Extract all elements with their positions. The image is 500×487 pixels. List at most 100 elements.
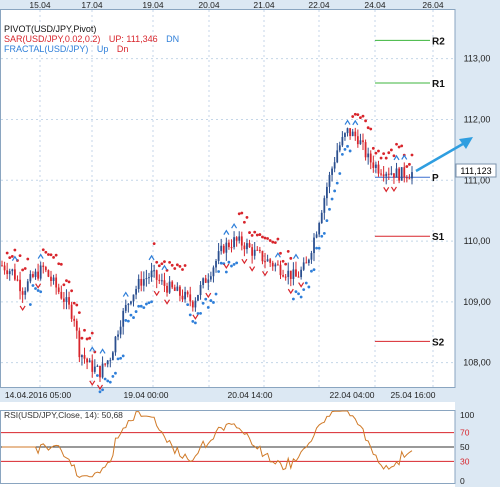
sar-dot-bear — [361, 114, 365, 118]
candle-body — [264, 261, 266, 263]
top-date-label: 17.04 — [81, 0, 103, 10]
candle-body — [111, 352, 114, 361]
candle-body — [186, 291, 189, 295]
candle-body — [75, 320, 78, 331]
sar-dot-bull — [209, 299, 213, 302]
candle-body — [215, 260, 217, 268]
candle-body — [158, 279, 161, 281]
candle-body — [279, 264, 282, 276]
candle-body — [230, 247, 233, 249]
candle-body — [318, 223, 321, 235]
sar-dot-bear — [10, 254, 14, 258]
candle-body — [8, 271, 11, 275]
candle-body — [140, 278, 143, 286]
sar-dot-bear — [389, 148, 393, 152]
sar-dot-bull — [219, 261, 223, 265]
candle-body — [362, 140, 364, 143]
pivot-label-r1: R1 — [432, 79, 445, 90]
candle-body — [148, 277, 150, 279]
sar-dot-bull — [98, 390, 102, 394]
candle-body — [62, 298, 65, 302]
candle-body — [307, 259, 310, 263]
sar-dot-bear — [273, 241, 277, 245]
fractal-markers — [11, 119, 408, 391]
candle-body — [11, 269, 14, 272]
sar-dot-bear — [276, 237, 280, 241]
candle-body — [57, 287, 60, 292]
candle-body — [101, 363, 104, 378]
candle-body — [284, 276, 287, 278]
sar-dot-bear — [371, 146, 375, 150]
candle-body — [119, 326, 122, 335]
fractal-up-marker — [292, 253, 299, 259]
sar-dot-bull — [28, 303, 32, 306]
candle-body — [142, 279, 145, 286]
candle-body — [145, 278, 148, 280]
sar-dot-bull — [328, 207, 331, 211]
fractal-up-marker — [122, 291, 129, 297]
candle-body — [197, 295, 199, 301]
sar-dot-bull — [304, 281, 308, 285]
candle-body — [32, 274, 34, 277]
bottom-date-label: 22.04 04:00 — [330, 390, 375, 400]
sar-dot-bear — [395, 142, 398, 146]
candle-body — [6, 270, 9, 275]
candle-body — [258, 249, 261, 252]
candle-body — [380, 173, 382, 175]
sar-dot-bull — [101, 388, 104, 392]
candle-body — [3, 265, 6, 271]
candle-body — [313, 237, 315, 254]
candle-body — [34, 271, 37, 277]
candle-body — [282, 275, 284, 277]
sar-dot-bull — [106, 379, 110, 383]
sar-dot-bull — [129, 313, 133, 317]
pivot-label-r2: R2 — [432, 36, 445, 47]
sar-dot-bull — [116, 357, 120, 361]
sar-dot-bull — [201, 301, 205, 305]
candle-body — [207, 279, 210, 283]
sar-dot-bull — [126, 319, 130, 323]
sar-dot-bear — [72, 301, 76, 305]
candle-body — [408, 178, 411, 180]
candle-body — [37, 271, 40, 279]
sar-dot-bear — [181, 268, 184, 271]
candle-body — [398, 168, 401, 181]
sar-dot-bear — [286, 250, 290, 253]
sar-dot-bull — [114, 371, 117, 375]
candle-body — [233, 237, 235, 248]
candle-body — [83, 355, 86, 359]
candle-body — [333, 162, 336, 169]
sar-dot-bull — [330, 197, 334, 201]
sar-dot-bear — [77, 311, 81, 315]
fractal-up-marker — [11, 255, 18, 261]
sar-dot-bull — [333, 189, 337, 193]
sar-dot-bear — [59, 262, 63, 266]
rsi-axis-label: 50 — [460, 442, 470, 452]
candle-body — [289, 270, 292, 279]
sar-dot-bull — [232, 262, 236, 266]
sar-dot-bull — [36, 289, 40, 292]
sar-dot-bear — [18, 254, 22, 258]
sar-dot-bull — [39, 290, 43, 294]
candle-body — [300, 269, 303, 278]
candle-body — [199, 284, 202, 296]
sar-dot-bull — [346, 144, 349, 148]
candle-body — [400, 167, 403, 181]
sar-dot-bear — [379, 156, 383, 160]
candle-body — [96, 365, 99, 367]
sar-dot-bull — [322, 231, 326, 235]
candle-body — [235, 237, 238, 241]
sar-dot-bull — [137, 304, 141, 308]
candle-body — [346, 128, 349, 134]
candle-body — [248, 243, 251, 248]
candle-body — [117, 334, 119, 337]
sar-dot-bear — [5, 251, 9, 255]
candle-body — [326, 186, 328, 199]
fractal-up-marker — [231, 223, 238, 229]
candle-body — [13, 269, 16, 280]
candle-body — [155, 270, 158, 280]
sar-dot-bear — [408, 162, 411, 166]
sar-dot-bear — [26, 257, 30, 261]
sar-dot-bear — [405, 165, 409, 168]
